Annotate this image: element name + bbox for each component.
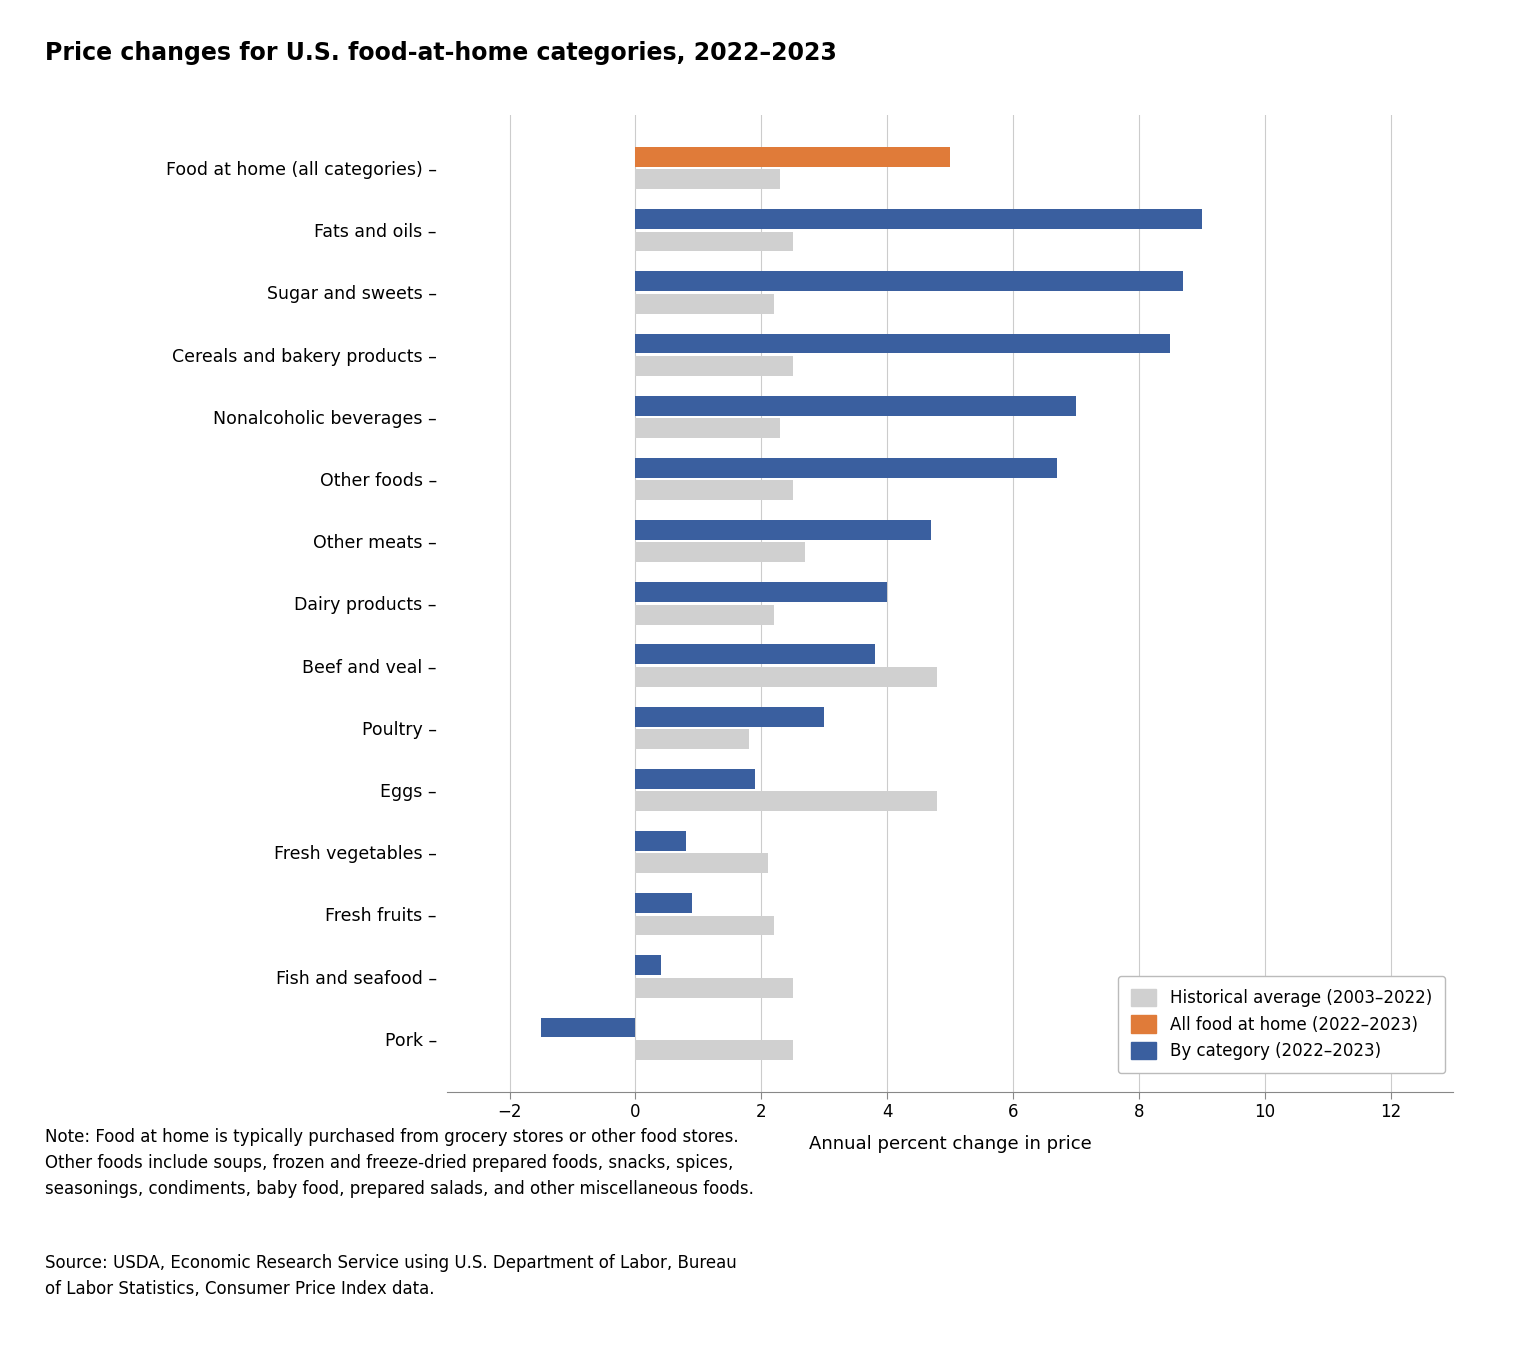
Text: Price changes for U.S. food-at-home categories, 2022–2023: Price changes for U.S. food-at-home cate… (45, 41, 837, 65)
Bar (636, 706, 824, 727)
Bar (636, 521, 931, 540)
Bar (636, 418, 780, 438)
Bar (636, 232, 793, 251)
Bar (636, 582, 887, 602)
X-axis label: Annual percent change in price: Annual percent change in price (808, 1135, 1092, 1153)
Bar (636, 334, 1170, 354)
Bar (636, 853, 768, 873)
Legend: Historical average (2003–2022), All food at home (2022–2023), By category (2022–: Historical average (2003–2022), All food… (1117, 976, 1444, 1074)
Bar (636, 894, 692, 913)
Bar (636, 170, 780, 190)
Bar (636, 644, 875, 664)
Bar (636, 769, 755, 789)
Bar (636, 396, 1076, 416)
Text: Source: USDA, Economic Research Service using U.S. Department of Labor, Bureau
o: Source: USDA, Economic Research Service … (45, 1254, 737, 1298)
Bar (636, 730, 748, 749)
Bar (636, 480, 793, 500)
Bar (540, 1017, 636, 1037)
Bar (636, 146, 951, 167)
Bar (636, 956, 660, 975)
Bar (636, 915, 774, 936)
Bar (636, 271, 1182, 292)
Bar (636, 605, 774, 625)
Bar (636, 791, 937, 811)
Bar (636, 667, 937, 686)
Bar (636, 209, 1202, 229)
Bar (636, 831, 686, 852)
Text: Note: Food at home is typically purchased from grocery stores or other food stor: Note: Food at home is typically purchase… (45, 1128, 754, 1197)
Bar (636, 1040, 793, 1060)
Bar (636, 294, 774, 313)
Bar (636, 978, 793, 998)
Bar (636, 542, 805, 563)
Bar (636, 458, 1057, 477)
Bar (636, 355, 793, 376)
